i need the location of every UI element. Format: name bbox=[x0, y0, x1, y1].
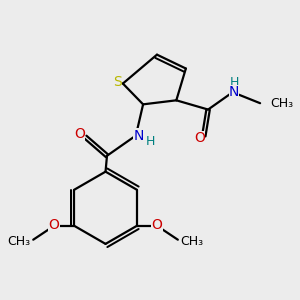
Text: CH₃: CH₃ bbox=[270, 97, 293, 110]
Text: N: N bbox=[134, 129, 144, 142]
Text: O: O bbox=[74, 127, 85, 141]
Text: H: H bbox=[146, 135, 156, 148]
Text: O: O bbox=[194, 131, 205, 146]
Text: CH₃: CH₃ bbox=[7, 235, 30, 248]
Text: S: S bbox=[113, 75, 122, 89]
Text: O: O bbox=[152, 218, 163, 232]
Text: CH₃: CH₃ bbox=[181, 235, 204, 248]
Text: H: H bbox=[230, 76, 239, 89]
Text: O: O bbox=[49, 218, 59, 232]
Text: N: N bbox=[229, 85, 239, 99]
